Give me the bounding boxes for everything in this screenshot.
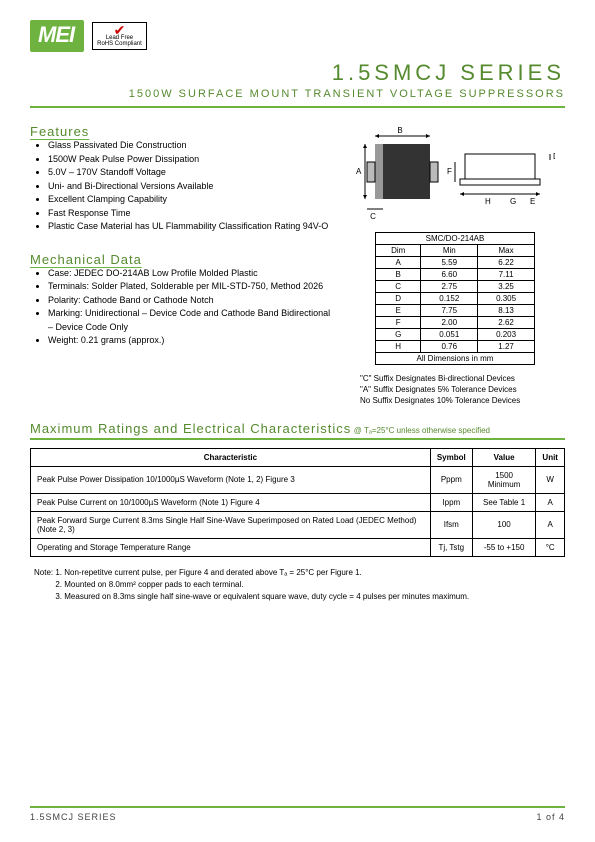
notes-prefix: Note: (34, 568, 53, 577)
check-icon: ✔ (114, 25, 126, 35)
note-item: 1. Non-repetitve current pulse, per Figu… (55, 568, 361, 577)
list-item: 5.0V – 170V Standoff Voltage (48, 166, 333, 180)
rohs-line2: RoHS Compliant (97, 41, 142, 47)
svg-text:F: F (447, 167, 452, 176)
features-list: Glass Passivated Die Construction 1500W … (30, 139, 333, 234)
note-item: 2. Mounted on 8.0mm² copper pads to each… (55, 580, 243, 589)
suffix-note: "C" Suffix Designates Bi-directional Dev… (360, 373, 565, 384)
mechanical-list: Case: JEDEC DO-214AB Low Profile Molded … (30, 267, 333, 348)
note-item: 3. Measured on 8.3ms single half sine-wa… (55, 592, 469, 601)
list-item: Polarity: Cathode Band or Cathode Notch (48, 294, 333, 308)
ratings-header: Characteristic (31, 448, 431, 466)
footer-left: 1.5SMCJ SERIES (30, 812, 117, 822)
title-rule (30, 106, 565, 108)
ratings-header: Unit (536, 448, 565, 466)
list-item: Excellent Clamping Capability (48, 193, 333, 207)
footer-rule (30, 806, 565, 808)
page-footer: 1.5SMCJ SERIES 1 of 4 (30, 806, 565, 822)
suffix-note: No Suffix Designates 10% Tolerance Devic… (360, 395, 565, 406)
ratings-header: Symbol (430, 448, 472, 466)
svg-text:G: G (510, 197, 516, 206)
svg-text:B: B (397, 126, 402, 135)
ratings-heading: Maximum Ratings and Electrical Character… (30, 421, 351, 436)
mei-logo: MEI (30, 20, 84, 52)
ratings-condition: @ Tₐ=25°C unless otherwise specified (354, 426, 490, 435)
page-subtitle: 1500W SURFACE MOUNT TRANSIENT VOLTAGE SU… (30, 88, 565, 100)
list-item: Plastic Case Material has UL Flammabilit… (48, 220, 333, 234)
notes-block: Note: 1. Non-repetitve current pulse, pe… (30, 567, 565, 603)
package-drawing: B A C D F E H G (355, 124, 555, 224)
dim-table-title: SMC/DO-214AB (376, 233, 535, 245)
svg-text:A: A (356, 167, 362, 176)
ratings-table: Characteristic Symbol Value Unit Peak Pu… (30, 448, 565, 557)
mechanical-heading: Mechanical Data (30, 252, 333, 267)
list-item: 1500W Peak Pulse Power Dissipation (48, 153, 333, 167)
list-item: Glass Passivated Die Construction (48, 139, 333, 153)
dim-header: Dim (376, 245, 421, 257)
footer-page: 1 of 4 (536, 812, 565, 822)
svg-text:H: H (485, 197, 491, 206)
dim-table-footer: All Dimensions in mm (376, 353, 535, 365)
page-title: 1.5SMCJ SERIES (30, 60, 565, 86)
dimensions-table: SMC/DO-214AB Dim Min Max A5.596.22 B6.60… (375, 232, 535, 365)
list-item: Uni- and Bi-Directional Versions Availab… (48, 180, 333, 194)
list-item: Case: JEDEC DO-214AB Low Profile Molded … (48, 267, 333, 281)
list-item: Terminals: Solder Plated, Solderable per… (48, 280, 333, 294)
suffix-note: "A" Suffix Designates 5% Tolerance Devic… (360, 384, 565, 395)
rohs-badge: ✔ Lead Free RoHS Compliant (92, 22, 147, 50)
features-heading: Features (30, 124, 333, 139)
suffix-notes: "C" Suffix Designates Bi-directional Dev… (30, 373, 565, 407)
list-item: Marking: Unidirectional – Device Code an… (48, 307, 333, 334)
ratings-header: Value (472, 448, 536, 466)
svg-text:C: C (370, 212, 376, 221)
svg-text:E: E (530, 197, 535, 206)
dim-header: Max (478, 245, 535, 257)
svg-text:D: D (553, 152, 555, 161)
list-item: Weight: 0.21 grams (approx.) (48, 334, 333, 348)
section-rule (30, 438, 565, 440)
dim-header: Min (421, 245, 478, 257)
list-item: Fast Response Time (48, 207, 333, 221)
